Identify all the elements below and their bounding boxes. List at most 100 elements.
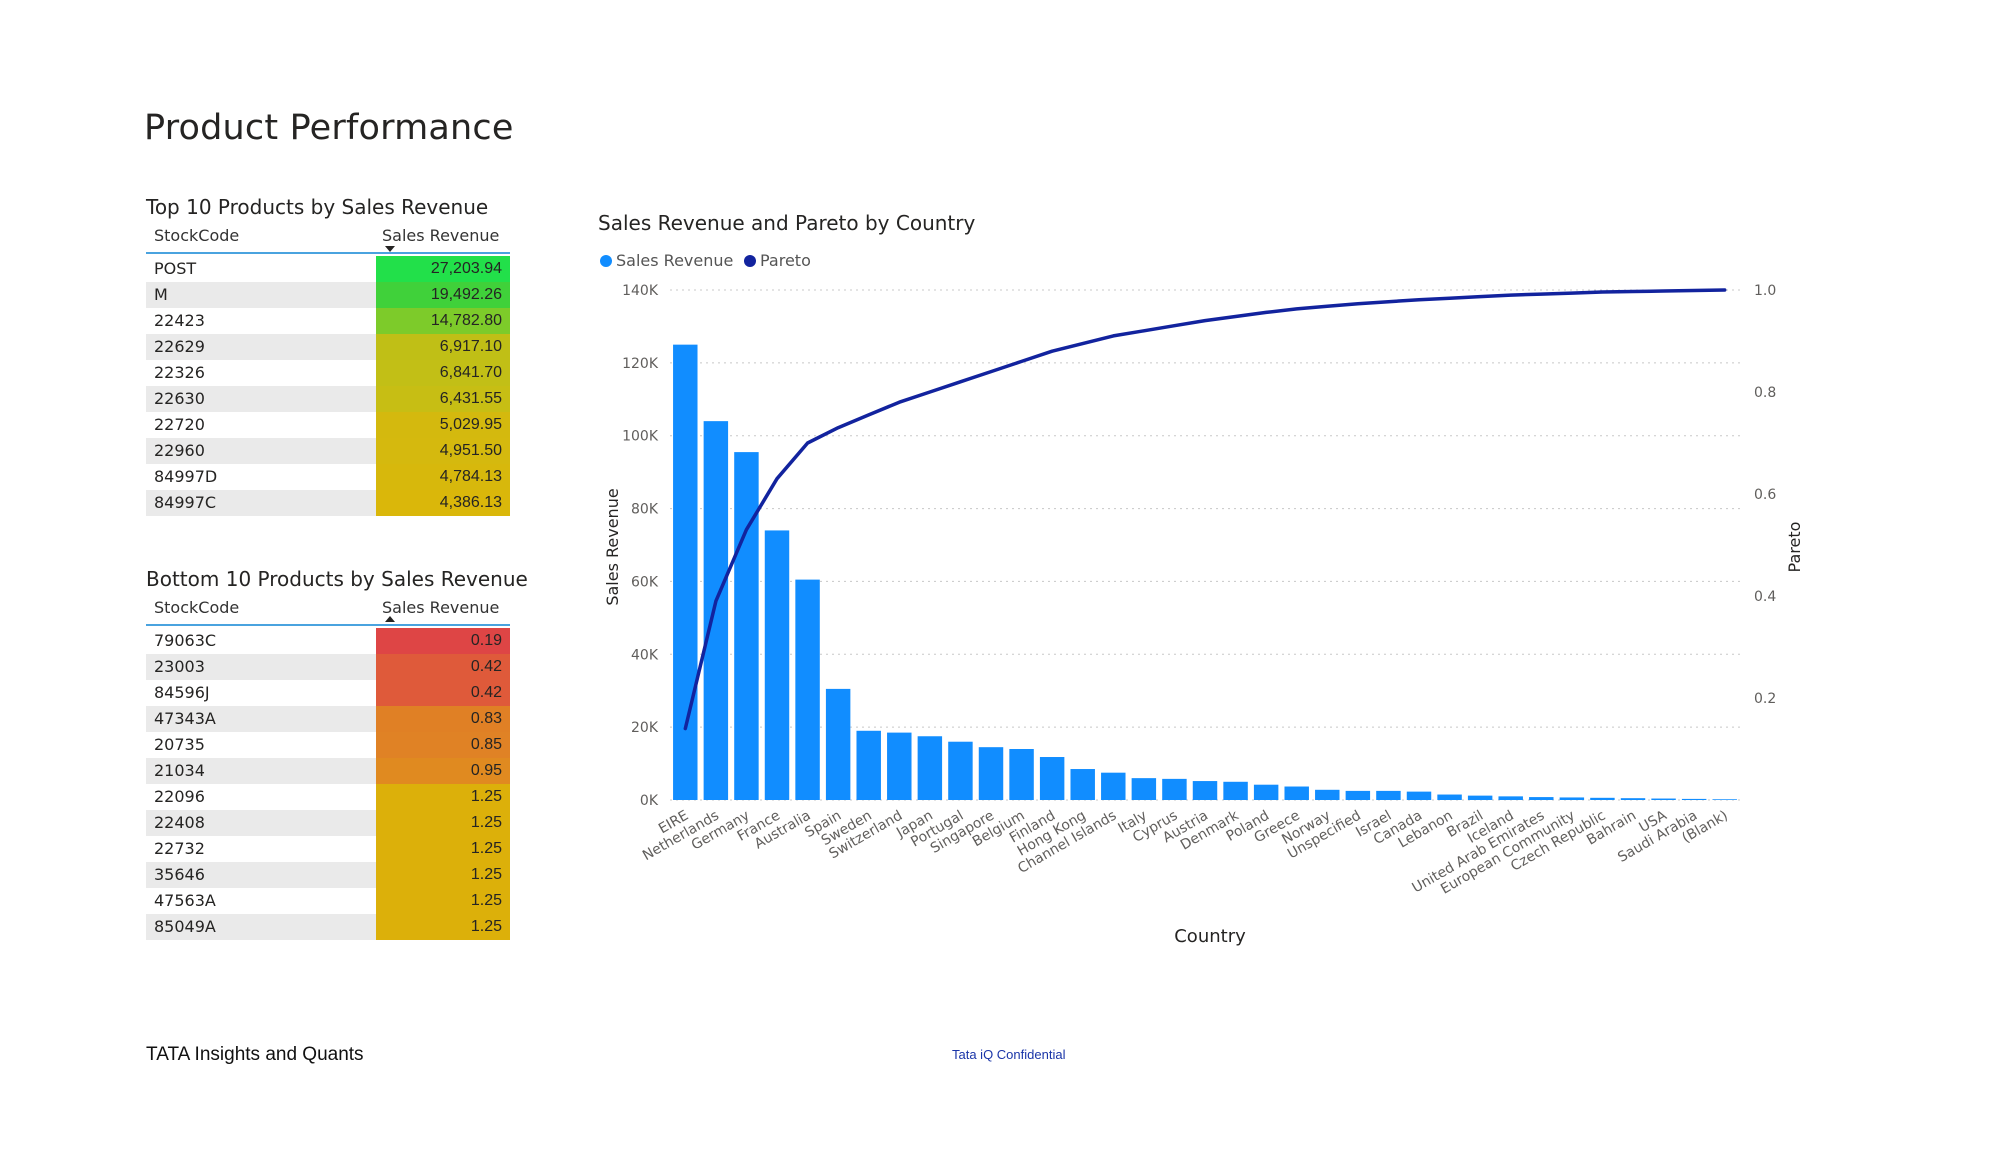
y-tick-label: 20K: [631, 720, 659, 736]
stockcode-cell: 22326: [154, 363, 205, 382]
sales-revenue-cell: 19,492.26: [376, 282, 510, 308]
bar-united-arab-emirates[interactable]: [1529, 797, 1554, 800]
legend-marker-pareto: [744, 255, 756, 267]
table-row[interactable]: 35646 1.25: [146, 862, 510, 888]
sales-revenue-cell: 6,841.70: [376, 360, 510, 386]
sales-revenue-cell: 0.85: [376, 732, 510, 758]
sales-revenue-cell: 27,203.94: [376, 256, 510, 282]
pareto-line[interactable]: [683, 288, 1727, 731]
y-axis-title: Sales Revenue: [603, 488, 622, 605]
bar-greece[interactable]: [1284, 786, 1309, 800]
table-row[interactable]: POST 27,203.94: [146, 256, 510, 282]
table-row[interactable]: 84997D 4,784.13: [146, 464, 510, 490]
bar-austria[interactable]: [1192, 781, 1218, 800]
bar-lebanon[interactable]: [1437, 794, 1462, 800]
y-tick-label: 140K: [622, 283, 659, 299]
sales-revenue-cell: 0.42: [376, 654, 510, 680]
stockcode-cell: 84997D: [154, 467, 218, 486]
bar-channel-islands[interactable]: [1101, 772, 1126, 800]
bar-european-community[interactable]: [1559, 797, 1585, 800]
table-row[interactable]: 22629 6,917.10: [146, 334, 510, 360]
bar-france[interactable]: [764, 530, 790, 800]
table-row[interactable]: 84596J 0.42: [146, 680, 510, 706]
bar-finland[interactable]: [1039, 757, 1065, 800]
footer-brand: TATA Insights and Quants: [146, 1044, 364, 1065]
sales-revenue-cell: 5,029.95: [376, 412, 510, 438]
bar-belgium[interactable]: [1009, 749, 1034, 800]
sales-revenue-cell: 1.25: [376, 914, 510, 940]
table-row[interactable]: 22960 4,951.50: [146, 438, 510, 464]
bar-hong-kong[interactable]: [1070, 769, 1095, 800]
sales-revenue-cell: 1.25: [376, 784, 510, 810]
stockcode-cell: 79063C: [154, 631, 217, 650]
bar-switzerland[interactable]: [887, 732, 912, 800]
top-table-body: POST 27,203.94 M 19,492.26 22423 14,782.80 226…: [146, 256, 510, 516]
bar-usa[interactable]: [1651, 798, 1676, 800]
table-row[interactable]: 22326 6,841.70: [146, 360, 510, 386]
column-header-stockcode[interactable]: StockCode: [154, 226, 240, 245]
bar-israel[interactable]: [1376, 790, 1401, 800]
bar-poland[interactable]: [1253, 784, 1279, 800]
table-row[interactable]: 21034 0.95: [146, 758, 510, 784]
pareto-chart: Sales Revenue and Pareto by Country Sale…: [598, 211, 1804, 947]
table-row[interactable]: 84997C 4,386.13: [146, 490, 510, 516]
bar-saudi-arabia[interactable]: [1681, 798, 1707, 800]
stockcode-cell: 22630: [146, 386, 376, 412]
bar-brazil[interactable]: [1467, 795, 1493, 800]
bar-netherlands[interactable]: [703, 421, 729, 800]
bar-blank[interactable]: [1712, 799, 1737, 800]
top-products-table: Top 10 Products by Sales Revenue StockCo…: [146, 192, 510, 516]
bar-singapore[interactable]: [978, 747, 1004, 800]
table-row[interactable]: 22732 1.25: [146, 836, 510, 862]
bar-canada[interactable]: [1406, 791, 1432, 800]
table-row[interactable]: 22720 5,029.95: [146, 412, 510, 438]
bottom-table-header: StockCode Sales Revenue: [146, 594, 510, 626]
bar-italy[interactable]: [1131, 778, 1157, 800]
table-row[interactable]: 47343A 0.83: [146, 706, 510, 732]
table-row[interactable]: 47563A 1.25: [146, 888, 510, 914]
table-row[interactable]: 22423 14,782.80: [146, 308, 510, 334]
top-table-header: StockCode Sales Revenue: [146, 222, 510, 254]
bar-portugal[interactable]: [948, 741, 973, 800]
legend-label-pareto: Pareto: [760, 251, 811, 270]
stockcode-cell: 35646: [146, 862, 376, 888]
bottom-table-title: Bottom 10 Products by Sales Revenue: [146, 567, 528, 591]
bar-spain[interactable]: [825, 688, 851, 800]
bar-czech-republic[interactable]: [1590, 797, 1615, 800]
bar-unspecified[interactable]: [1345, 790, 1371, 800]
y2-tick-label: 0.4: [1754, 589, 1776, 605]
stockcode-cell: 23003: [146, 654, 376, 680]
top-table-title: Top 10 Products by Sales Revenue: [146, 195, 489, 219]
bar-bahrain[interactable]: [1620, 798, 1646, 800]
table-row[interactable]: 22096 1.25: [146, 784, 510, 810]
table-row[interactable]: 22408 1.25: [146, 810, 510, 836]
bar-cyprus[interactable]: [1162, 778, 1187, 800]
column-header-stockcode[interactable]: StockCode: [154, 598, 240, 617]
bar-australia[interactable]: [795, 579, 820, 800]
stockcode-cell: 84596J: [154, 683, 210, 702]
sales-revenue-cell: 0.83: [376, 706, 510, 732]
sort-descending-icon: [385, 246, 395, 252]
stockcode-cell: 22960: [146, 438, 376, 464]
table-row[interactable]: 79063C 0.19: [146, 628, 510, 654]
column-header-sales-revenue[interactable]: Sales Revenue: [382, 598, 500, 617]
table-row[interactable]: M 19,492.26: [146, 282, 510, 308]
table-row[interactable]: 22630 6,431.55: [146, 386, 510, 412]
bar-denmark[interactable]: [1223, 781, 1248, 800]
bar-eire[interactable]: [673, 344, 698, 800]
bottom-products-table: Bottom 10 Products by Sales Revenue Stoc…: [146, 564, 528, 940]
table-row[interactable]: 20735 0.85: [146, 732, 510, 758]
column-header-sales-revenue[interactable]: Sales Revenue: [382, 226, 500, 245]
bar-norway[interactable]: [1315, 789, 1340, 800]
bar-iceland[interactable]: [1498, 796, 1523, 800]
bar-japan[interactable]: [917, 736, 943, 800]
sales-revenue-cell: 0.42: [376, 680, 510, 706]
chart-legend[interactable]: Sales Revenue Pareto: [600, 251, 811, 270]
sales-revenue-cell: 1.25: [376, 810, 510, 836]
sales-revenue-cell: 0.95: [376, 758, 510, 784]
bar-germany[interactable]: [734, 452, 759, 800]
table-row[interactable]: 85049A 1.25: [146, 914, 510, 940]
table-row[interactable]: 23003 0.42: [146, 654, 510, 680]
stockcode-cell: 85049A: [146, 914, 376, 940]
bar-sweden[interactable]: [856, 730, 881, 800]
